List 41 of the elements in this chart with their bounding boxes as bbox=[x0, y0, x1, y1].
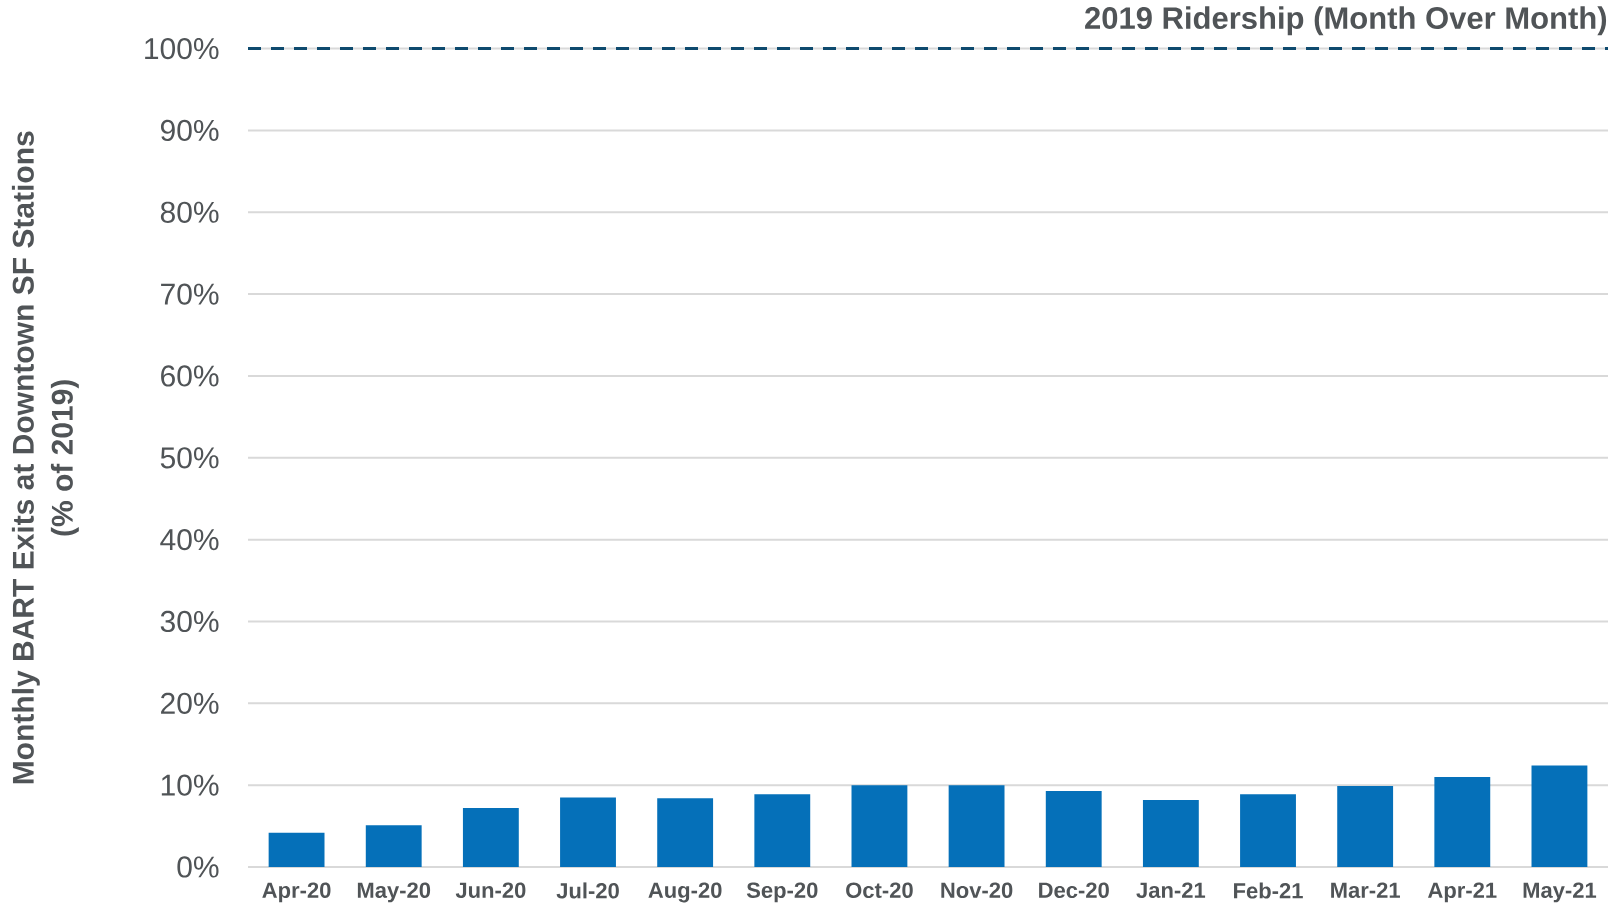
bar bbox=[754, 794, 811, 867]
x-tick-label: May-20 bbox=[357, 882, 431, 903]
y-tick-label: 0% bbox=[177, 856, 219, 878]
x-tick-label: Nov-20 bbox=[941, 882, 1013, 898]
y-tick-label: 10% bbox=[161, 774, 219, 796]
bar bbox=[1531, 765, 1588, 867]
y-tick-label: 100% bbox=[145, 37, 219, 60]
y-tick-label: 70% bbox=[161, 283, 219, 305]
x-tick-label: May-21 bbox=[1523, 882, 1597, 903]
bar bbox=[1240, 794, 1296, 867]
y-tick-label: 90% bbox=[160, 119, 219, 142]
x-tick-label: Jun-20 bbox=[455, 882, 526, 898]
x-tick-label: Mar-21 bbox=[1331, 882, 1400, 898]
bar bbox=[851, 785, 908, 867]
y-tick-label: 60% bbox=[161, 365, 219, 387]
y-tick-label: 50% bbox=[160, 447, 219, 469]
x-tick-label: Dec-20 bbox=[1039, 882, 1109, 898]
y-tick-label: 20% bbox=[161, 692, 219, 714]
bar bbox=[268, 832, 325, 867]
bar bbox=[948, 785, 1005, 867]
y-tick-label: 80% bbox=[160, 201, 219, 223]
x-tick-label: Jul-20 bbox=[556, 882, 619, 899]
y-axis-title: Monthly BART Exits at Downtown SF Stations (% of 2019) bbox=[11, 131, 79, 784]
x-tick-label: Aug-20 bbox=[648, 882, 722, 903]
x-tick-label: Apr-20 bbox=[262, 882, 331, 903]
bar bbox=[1434, 776, 1491, 867]
x-tick-label: Feb-21 bbox=[1234, 882, 1303, 899]
x-tick-label: Jan-21 bbox=[1136, 882, 1206, 898]
bar bbox=[1142, 799, 1199, 867]
bar bbox=[365, 825, 422, 867]
bar bbox=[657, 798, 714, 867]
bar bbox=[462, 808, 519, 867]
y-tick-label: 30% bbox=[160, 610, 219, 633]
x-tick-label: Sep-20 bbox=[746, 882, 818, 903]
bar bbox=[1045, 790, 1102, 867]
ref-line-label: 2019 Ridership (Month Over Month) bbox=[1085, 6, 1607, 36]
bar bbox=[1337, 785, 1394, 867]
y-tick-label: 40% bbox=[160, 529, 219, 551]
x-tick-label: Apr-21 bbox=[1427, 882, 1497, 903]
bar bbox=[560, 797, 616, 867]
x-tick-label: Oct-20 bbox=[846, 882, 913, 898]
